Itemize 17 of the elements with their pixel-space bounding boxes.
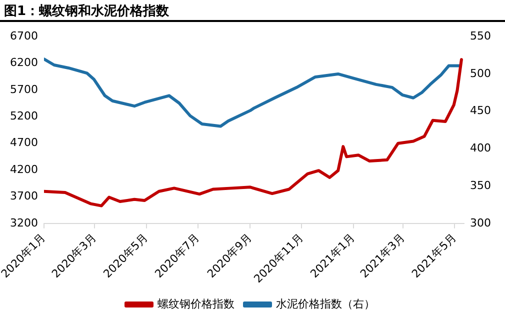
y-tick-label: 3700 [10,190,38,203]
y-tick-label: 5200 [10,110,38,123]
y-tick-label: 6200 [10,56,38,70]
legend-label: 水泥价格指数（右） [276,297,375,310]
chart-title: 图1：螺纹钢和水泥价格指数 [4,3,170,20]
y-tick-label: 3200 [10,216,38,230]
y2-tick-label: 450 [470,104,492,118]
y2-tick-label: 400 [470,142,492,155]
y-tick-label: 4700 [10,136,38,150]
y-tick-label: 4200 [10,162,38,176]
y2-tick-label: 350 [470,178,492,192]
y-tick-label: 5700 [10,82,38,96]
legend-label: 螺纹钢价格指数 [158,297,234,310]
y2-tick-label: 550 [470,29,492,42]
y2-tick-label: 500 [470,66,492,80]
y-tick-label: 6700 [10,29,38,42]
y2-tick-label: 300 [470,216,492,230]
